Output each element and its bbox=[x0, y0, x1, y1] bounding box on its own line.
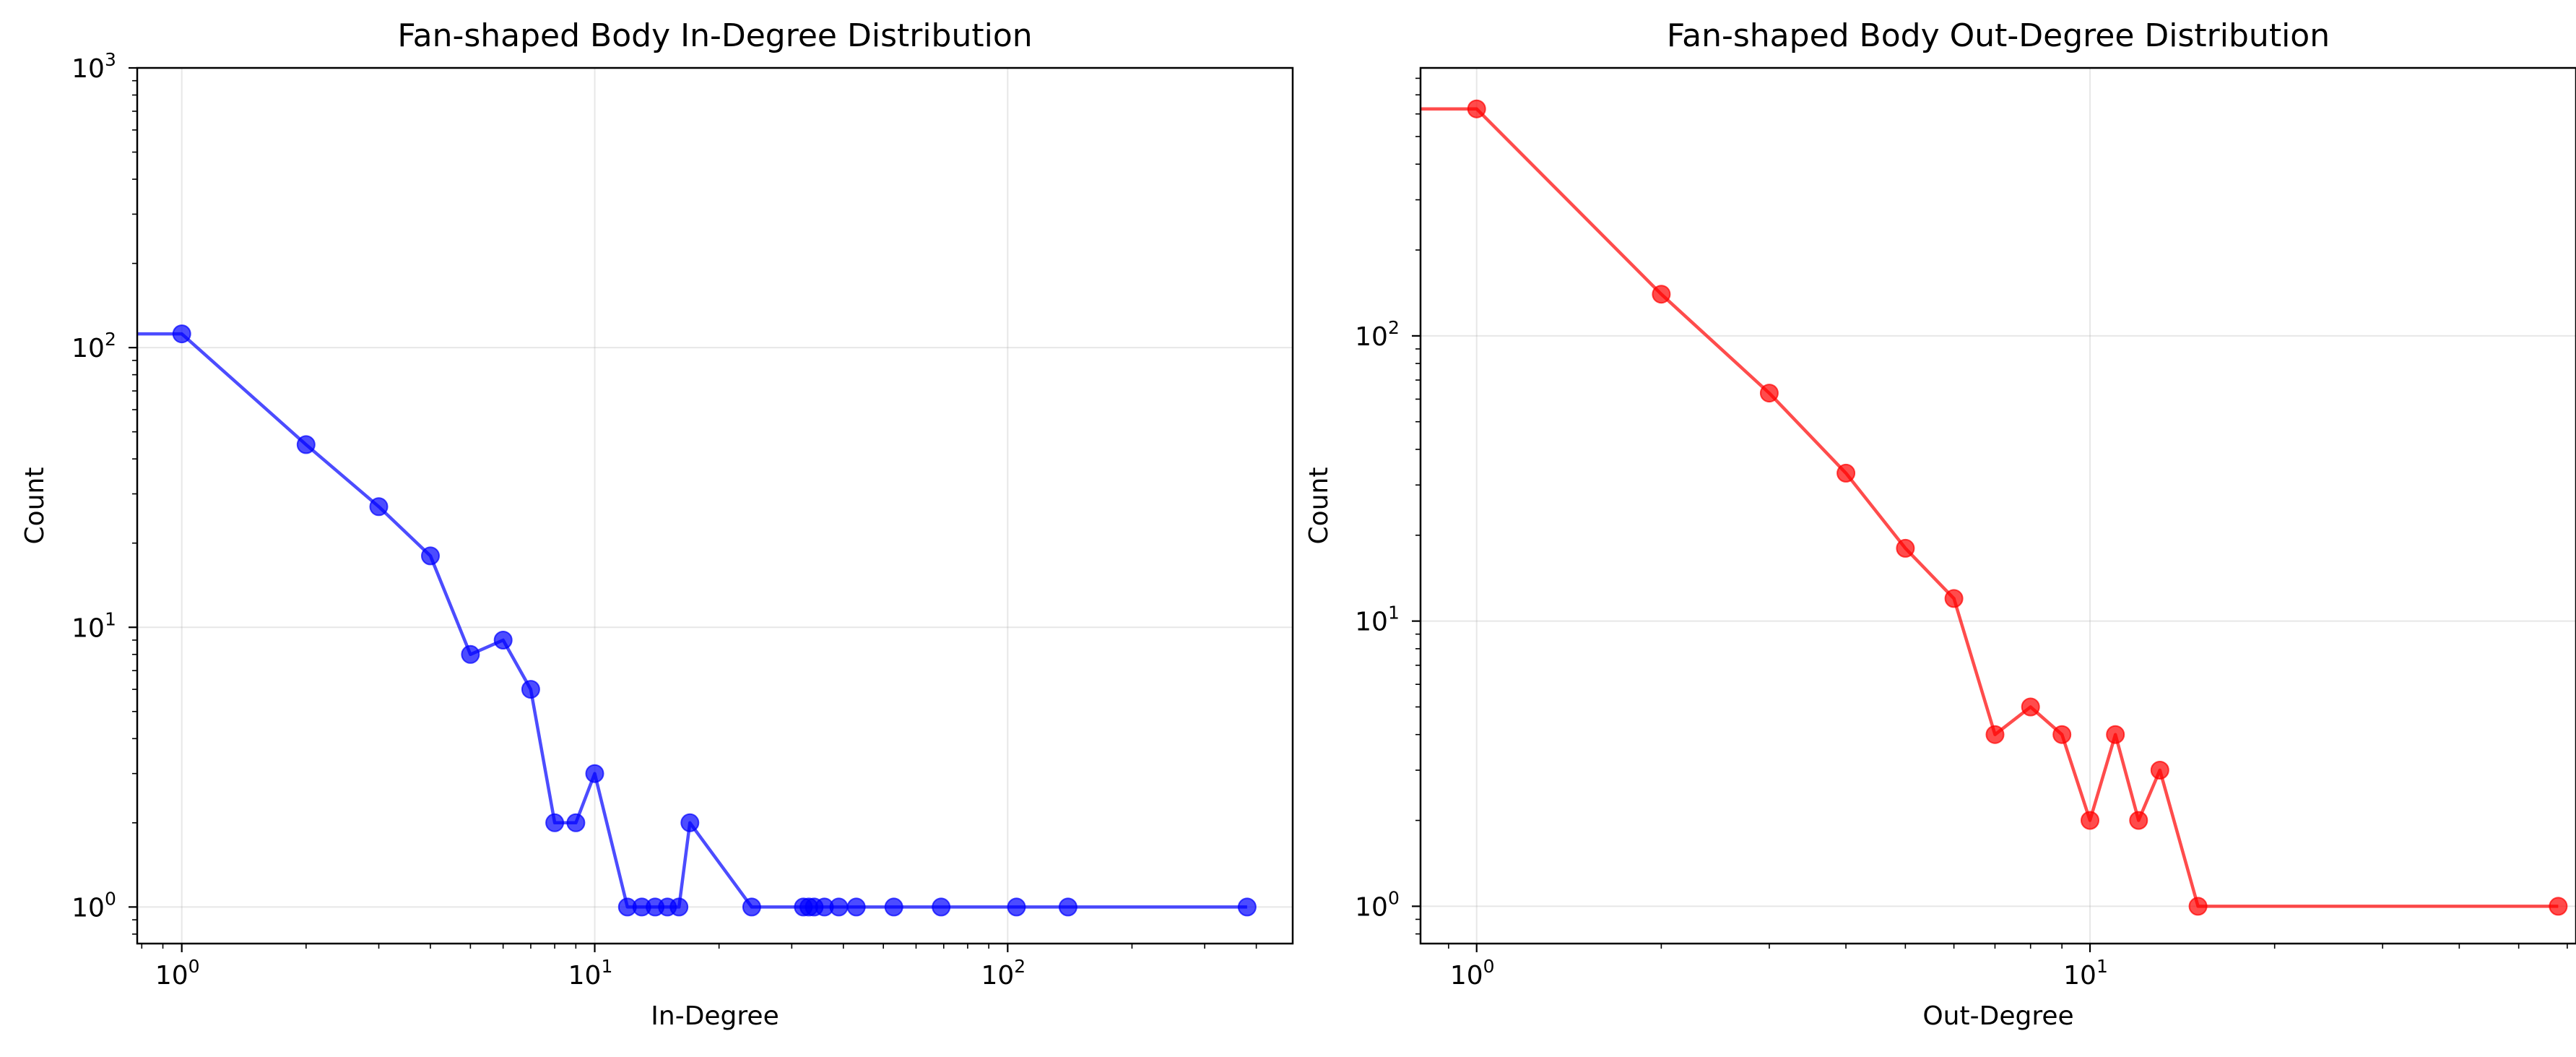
data-point bbox=[2052, 725, 2072, 744]
data-point bbox=[680, 813, 700, 832]
data-point bbox=[1896, 538, 1915, 558]
data-point bbox=[1467, 99, 1486, 118]
data-point bbox=[1007, 897, 1026, 917]
x-tick-label: 100 bbox=[155, 956, 200, 991]
data-point bbox=[1652, 285, 1671, 304]
x-tick-label: 101 bbox=[2063, 956, 2108, 991]
data-point bbox=[1944, 589, 1964, 608]
data-point bbox=[521, 680, 540, 699]
data-point bbox=[669, 897, 689, 917]
y-tick-label: 102 bbox=[71, 329, 116, 363]
data-point bbox=[2150, 761, 2169, 780]
y-tick-label: 100 bbox=[1355, 887, 1400, 922]
data-point bbox=[545, 813, 565, 832]
data-point bbox=[296, 435, 316, 454]
in-degree-grid bbox=[137, 68, 1293, 944]
in-degree-x-axis-label: In-Degree bbox=[651, 1001, 779, 1031]
data-point bbox=[369, 497, 389, 517]
data-point bbox=[2106, 725, 2125, 744]
in-degree-series bbox=[137, 324, 1257, 917]
out-degree-grid bbox=[1421, 68, 2576, 944]
data-point bbox=[566, 813, 586, 832]
y-tick-label: 101 bbox=[1355, 603, 1400, 637]
data-point bbox=[846, 897, 866, 917]
x-tick-label: 100 bbox=[1450, 956, 1495, 991]
x-tick-label: 102 bbox=[981, 956, 1025, 991]
data-point bbox=[2081, 811, 2099, 830]
in-degree-plot-frame bbox=[136, 66, 1294, 945]
data-point bbox=[1836, 463, 1856, 483]
data-point bbox=[2188, 897, 2208, 916]
data-point bbox=[884, 897, 903, 917]
data-point bbox=[421, 546, 440, 566]
data-point bbox=[829, 897, 849, 917]
data-point bbox=[493, 631, 513, 650]
y-tick-label: 102 bbox=[1355, 317, 1400, 352]
data-point bbox=[172, 324, 191, 344]
data-point bbox=[742, 897, 761, 917]
out-degree-x-axis-label: Out-Degree bbox=[1922, 1001, 2073, 1031]
data-point bbox=[2549, 897, 2568, 916]
in-degree-y-axis-label: Count bbox=[20, 467, 50, 545]
out-degree-ticks: 100 101 100 101 102 bbox=[1355, 77, 2568, 991]
data-point bbox=[932, 897, 951, 917]
y-tick-label: 100 bbox=[71, 888, 116, 923]
series-line bbox=[1421, 107, 2559, 908]
x-tick-label: 101 bbox=[568, 956, 613, 991]
out-degree-y-axis-label: Count bbox=[1304, 467, 1334, 545]
out-degree-chart-title: Fan-shaped Body Out-Degree Distribution bbox=[1667, 17, 2330, 54]
data-point bbox=[1058, 897, 1077, 917]
data-point bbox=[585, 764, 604, 783]
data-point bbox=[2129, 811, 2148, 830]
data-point bbox=[1237, 897, 1257, 917]
out-degree-panel: Fan-shaped Body Out-Degree Distribution … bbox=[1304, 17, 2576, 1031]
y-tick-label: 103 bbox=[71, 49, 116, 84]
in-degree-panel: Fan-shaped Body In-Degree Distribution 1… bbox=[20, 17, 1294, 1031]
in-degree-chart-title: Fan-shaped Body In-Degree Distribution bbox=[397, 17, 1032, 54]
in-degree-ticks: 100 101 102 100 101 102 103 bbox=[71, 49, 1257, 991]
out-degree-plot-frame bbox=[1419, 66, 2576, 945]
data-point bbox=[1759, 384, 1779, 403]
data-point bbox=[2021, 697, 2040, 717]
data-point bbox=[461, 644, 480, 664]
data-point bbox=[1985, 725, 2005, 744]
out-degree-series bbox=[1421, 99, 2568, 916]
y-tick-label: 101 bbox=[71, 608, 116, 643]
